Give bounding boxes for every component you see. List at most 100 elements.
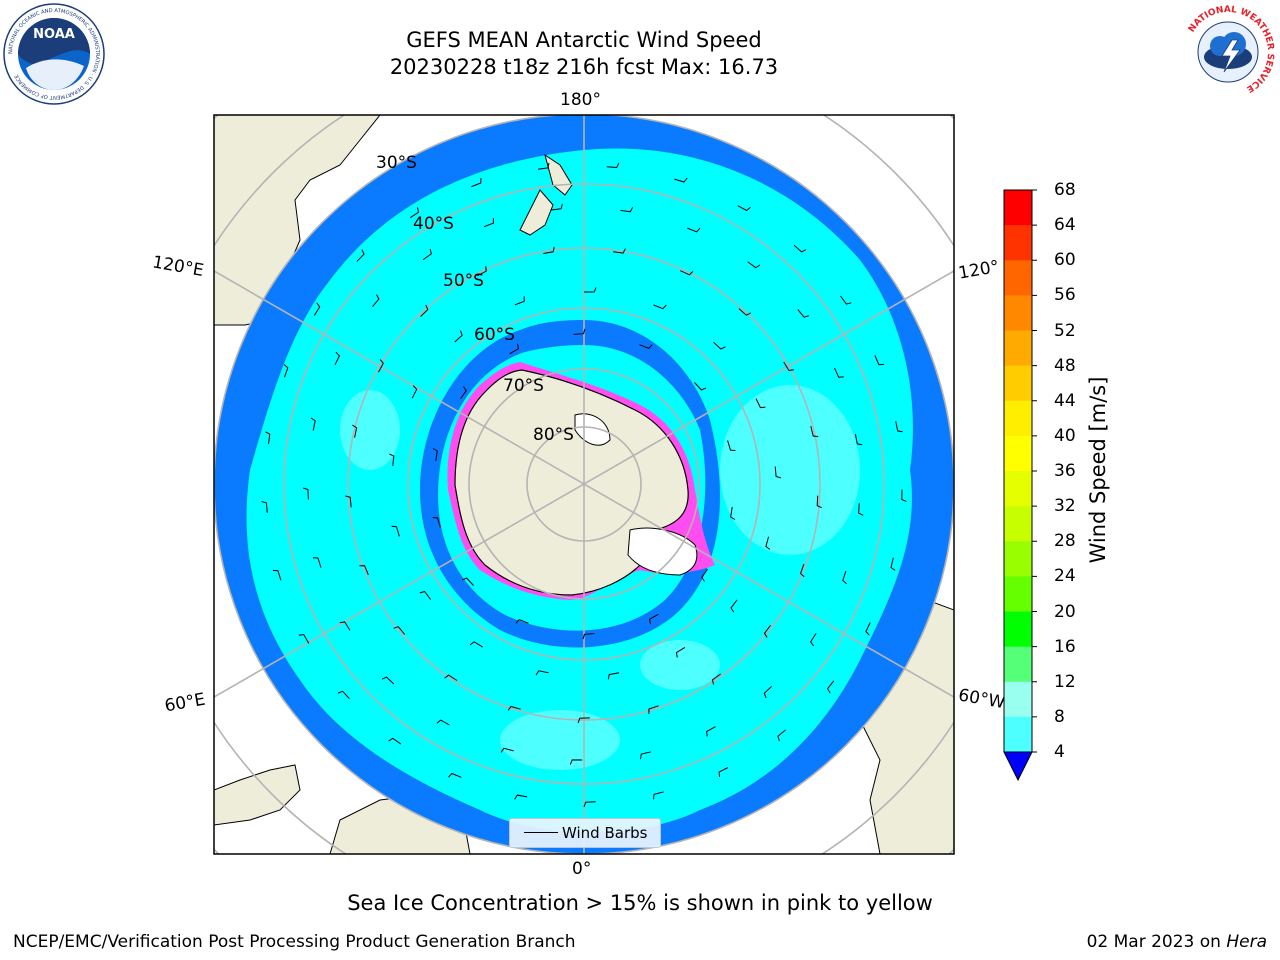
wind-barb [334, 351, 341, 366]
wind-barb [422, 248, 432, 261]
colorbar-segment [1004, 506, 1032, 542]
wind-barb [483, 218, 494, 228]
colorbar-segment [1004, 190, 1032, 226]
wind-barb [537, 162, 550, 170]
colorbar-segment [1004, 295, 1032, 331]
wind-barb [359, 565, 369, 576]
wind-barb [514, 296, 525, 306]
colorbar-segment [1004, 646, 1032, 683]
wind-barb [337, 690, 350, 699]
wind-barb [352, 424, 358, 438]
colorbar-tick-label: 64 [1054, 215, 1076, 236]
wind-barb [874, 355, 884, 366]
wind-barb [310, 417, 316, 431]
wind-barb [477, 266, 487, 277]
colorbar-segment [1004, 225, 1032, 261]
wind-barb [774, 466, 782, 479]
wind-barb [890, 557, 896, 571]
colorbar-segment [1004, 681, 1032, 718]
colorbar-tick-label: 40 [1054, 425, 1076, 446]
wind-barb [613, 248, 626, 254]
wind-barbs [261, 162, 907, 808]
wind-barb [378, 359, 384, 373]
colorbar-tick-label: 24 [1054, 566, 1076, 587]
wind-barb [755, 398, 766, 409]
colorbar-segment [1004, 330, 1032, 367]
footer-credit: NCEP/EMC/Verification Post Processing Pr… [13, 932, 576, 952]
colorbar-tick-label: 32 [1054, 496, 1076, 517]
wind-barb [339, 621, 351, 631]
lon-label-60e: 60°E [163, 690, 207, 717]
wind-barb [583, 801, 596, 808]
wind-barb [265, 431, 271, 445]
footer-date: 02 Mar 2023 on Hera [1087, 932, 1267, 952]
lon-label-60w: 60°W [957, 685, 1007, 713]
colorbar-tick-label: 12 [1054, 671, 1076, 692]
sea-ice-caption: Sea Ice Concentration > 15% is shown in … [347, 891, 933, 915]
wind-barb [777, 729, 786, 742]
chart-title: GEFS MEAN Antarctic Wind Speed [406, 28, 762, 52]
wind-barb [840, 295, 852, 305]
wind-barb [515, 619, 529, 624]
wind-barb [573, 328, 586, 335]
wind-barb [737, 205, 751, 212]
lon-label-120w: 120° [957, 257, 1001, 284]
wind-barb [393, 626, 406, 635]
colorbar-tick-label: 4 [1054, 742, 1065, 762]
wind-barb [809, 633, 817, 647]
wind-barb [727, 440, 736, 451]
wind-barb [653, 304, 667, 310]
colorbar-tick-label: 16 [1054, 636, 1076, 657]
colorbar-segment [1004, 471, 1032, 507]
wind-barb [432, 517, 441, 528]
colorbar-tick-label: 68 [1054, 180, 1076, 200]
colorbar-tick-label: 60 [1054, 250, 1076, 271]
wind-barb [694, 382, 707, 391]
wind-barb [854, 434, 863, 446]
colorbar-segment [1004, 365, 1032, 402]
wind-barb [507, 705, 521, 711]
wind-barb [687, 227, 701, 233]
wind-barb [543, 246, 555, 254]
wind-barb [640, 751, 652, 760]
wind-barb [569, 759, 583, 765]
land-new-zealand [519, 153, 573, 236]
wind-barb [649, 613, 659, 625]
lat-label-80s: 80°S [533, 425, 574, 445]
wind-barb [356, 249, 365, 262]
colorbar-tick-label: 52 [1054, 320, 1076, 341]
wind-barb [514, 794, 528, 800]
wind-barb [763, 686, 772, 699]
colorbar-segment [1004, 400, 1032, 437]
wind-barb [454, 330, 463, 343]
colorbar-segment [1004, 716, 1032, 753]
wind-barb [448, 772, 462, 778]
wind-barb [810, 426, 819, 438]
wind-barb [675, 646, 686, 658]
wind-barb [747, 261, 761, 269]
wind-barb [895, 421, 903, 433]
wind-barb [500, 747, 514, 753]
wind-barb [419, 590, 431, 600]
land-madagascar [214, 764, 301, 826]
wind-barb [420, 304, 429, 317]
wind-barb [713, 341, 726, 350]
colorbar-tick-label: 8 [1054, 706, 1065, 727]
wind-barb [799, 563, 805, 578]
wind-barb [865, 622, 871, 636]
colorbar-tick-label: 20 [1054, 601, 1076, 622]
lon-label-180: 180° [560, 90, 601, 110]
colorbar-segment [1004, 435, 1032, 472]
wind-barb [460, 386, 467, 400]
lon-label-0: 0° [572, 859, 591, 879]
wind-barb [797, 309, 810, 318]
noaa-logo-text: NOAA [33, 27, 75, 42]
wind-barb [471, 177, 482, 188]
wind-barb [461, 577, 474, 586]
wind-barb [620, 207, 634, 213]
wind-barb [730, 599, 738, 613]
wind-barb [509, 343, 519, 355]
wind-barb [261, 501, 268, 513]
wind-barb [582, 633, 595, 640]
wind-barb [763, 625, 771, 638]
